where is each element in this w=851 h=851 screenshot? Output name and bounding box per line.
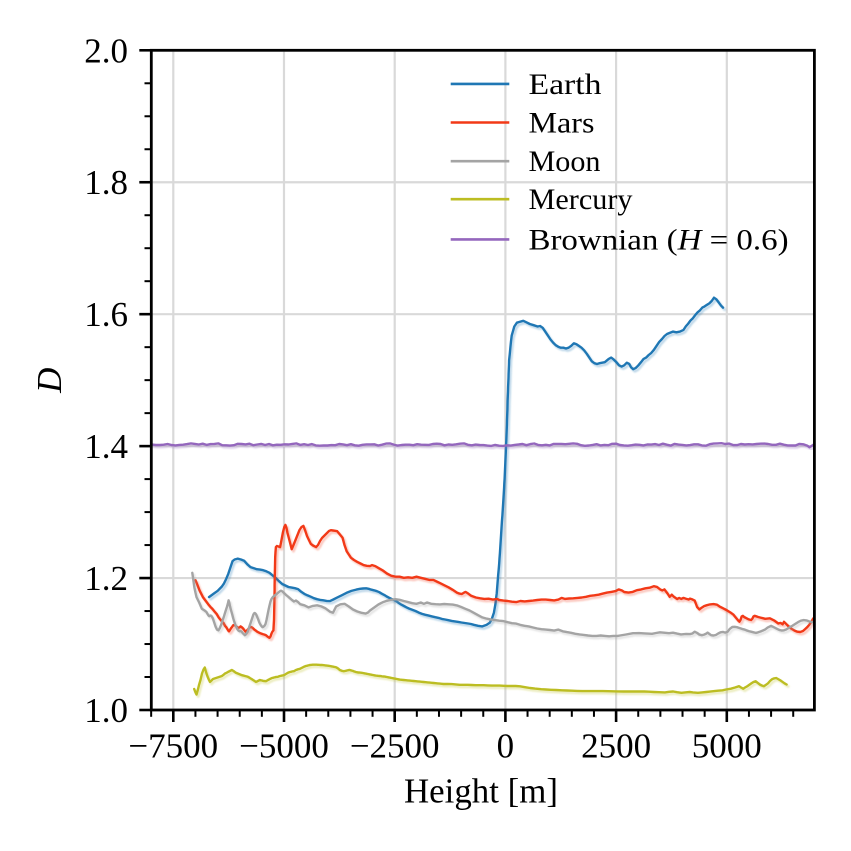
svg-text:2500: 2500 (581, 727, 651, 766)
svg-text:Mars: Mars (529, 107, 595, 140)
svg-text:1.8: 1.8 (84, 163, 128, 202)
svg-text:1.6: 1.6 (84, 295, 128, 334)
svg-text:2.0: 2.0 (84, 31, 128, 70)
svg-text:0: 0 (497, 727, 515, 766)
svg-text:1.2: 1.2 (84, 559, 128, 598)
svg-text:5000: 5000 (692, 727, 762, 766)
svg-text:D: D (30, 368, 69, 394)
svg-text:−5000: −5000 (239, 727, 329, 766)
svg-text:−7500: −7500 (128, 727, 218, 766)
svg-text:Earth: Earth (529, 68, 602, 101)
svg-text:Mercury: Mercury (529, 183, 633, 216)
svg-text:Brownian (H = 0.6): Brownian (H = 0.6) (529, 223, 789, 256)
svg-text:1.0: 1.0 (84, 691, 128, 730)
svg-text:Moon: Moon (529, 145, 601, 178)
svg-text:1.4: 1.4 (84, 427, 128, 466)
svg-text:−2500: −2500 (350, 727, 440, 766)
svg-text:Height [m]: Height [m] (404, 772, 558, 811)
